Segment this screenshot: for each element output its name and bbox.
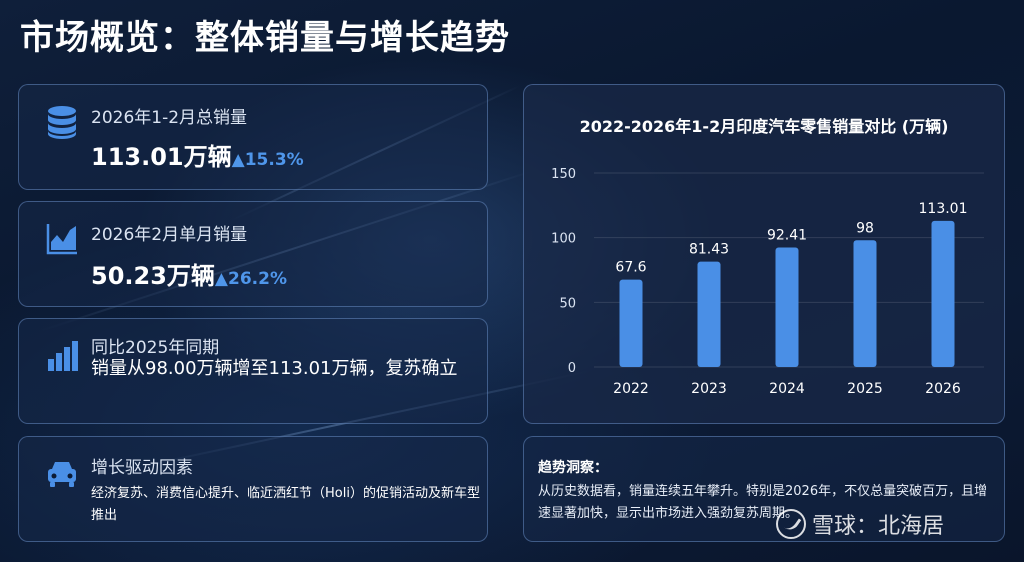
database-coins-icon — [48, 106, 76, 139]
data-label: 98 — [856, 220, 874, 236]
chart-title: 2022-2026年1-2月印度汽车零售销量对比 (万辆) — [579, 117, 949, 136]
data-label: 81.43 — [689, 242, 729, 258]
yoy-card: 同比2025年同期 销量从98.00万辆增至113.01万辆，复苏确立 — [18, 318, 488, 424]
x-tick-label: 2022 — [613, 381, 649, 397]
up-triangle-icon: ▲ — [214, 269, 228, 289]
bar — [619, 279, 643, 367]
bar — [853, 240, 877, 367]
bar-chart: 0 50 100 150 67.6 2022 81.43 2023 92.41 2024 98 202… — [551, 167, 984, 397]
page-title: 市场概览：整体销量与增长趋势 — [20, 18, 510, 58]
total-sales-card: 2026年1-2月总销量 113.01万辆▲15.3% — [18, 84, 488, 190]
card-label: 增长驱动因素 — [91, 458, 193, 478]
card-value: 50.23万辆▲26.2% — [91, 256, 287, 291]
insight-panel: 趋势洞察： 从历史数据看，销量连续五年攀升。特别是2026年，不仅总量突破百万，… — [523, 436, 1005, 542]
y-tick-label: 100 — [551, 232, 576, 247]
car-icon — [48, 462, 76, 487]
data-label: 92.41 — [767, 227, 807, 243]
x-tick-label: 2026 — [925, 381, 961, 397]
watermark-text: 雪球：北海居 — [812, 514, 945, 539]
insight-title: 趋势洞察： — [538, 460, 608, 476]
card-description: 销量从98.00万辆增至113.01万辆，复苏确立 — [91, 358, 458, 379]
x-tick-label: 2023 — [691, 381, 727, 397]
growth-percent: 15.3% — [244, 150, 304, 170]
card-value: 113.01万辆▲15.3% — [91, 137, 304, 172]
x-tick-label: 2024 — [769, 381, 805, 397]
data-label: 113.01 — [919, 201, 968, 217]
watermark: 雪球：北海居 — [776, 508, 944, 540]
y-tick-label: 0 — [568, 361, 576, 376]
bar — [775, 247, 799, 367]
growth-percent: 26.2% — [228, 269, 287, 289]
x-tick-label: 2025 — [847, 381, 883, 397]
bar — [697, 261, 721, 367]
card-description: 经济复苏、消费信心提升、临近洒红节（Holi）的促销活动及新车型推出 — [91, 486, 480, 523]
drivers-card: 增长驱动因素 经济复苏、消费信心提升、临近洒红节（Holi）的促销活动及新车型推… — [18, 436, 488, 542]
snowball-logo-icon — [776, 509, 806, 539]
bar-chart-icon — [48, 341, 78, 371]
card-label: 2026年1-2月总销量 — [91, 108, 248, 128]
card-label: 同比2025年同期 — [91, 338, 220, 358]
insight-body: 从历史数据看，销量连续五年攀升。特别是2026年，不仅总量突破百万，且增速显著加… — [538, 484, 988, 521]
y-tick-label: 150 — [551, 167, 576, 182]
value-text: 113.01万辆 — [91, 143, 232, 171]
up-triangle-icon: ▲ — [231, 150, 245, 170]
data-label: 67.6 — [615, 260, 646, 276]
chart-panel: 2022-2026年1-2月印度汽车零售销量对比 (万辆) 0 50 100 150 6… — [523, 84, 1005, 424]
bar — [931, 220, 955, 367]
card-label: 2026年2月单月销量 — [91, 225, 248, 245]
value-text: 50.23万辆 — [91, 262, 215, 290]
y-tick-label: 50 — [559, 296, 576, 311]
monthly-sales-card: 2026年2月单月销量 50.23万辆▲26.2% — [18, 201, 488, 307]
area-chart-icon — [46, 224, 77, 255]
